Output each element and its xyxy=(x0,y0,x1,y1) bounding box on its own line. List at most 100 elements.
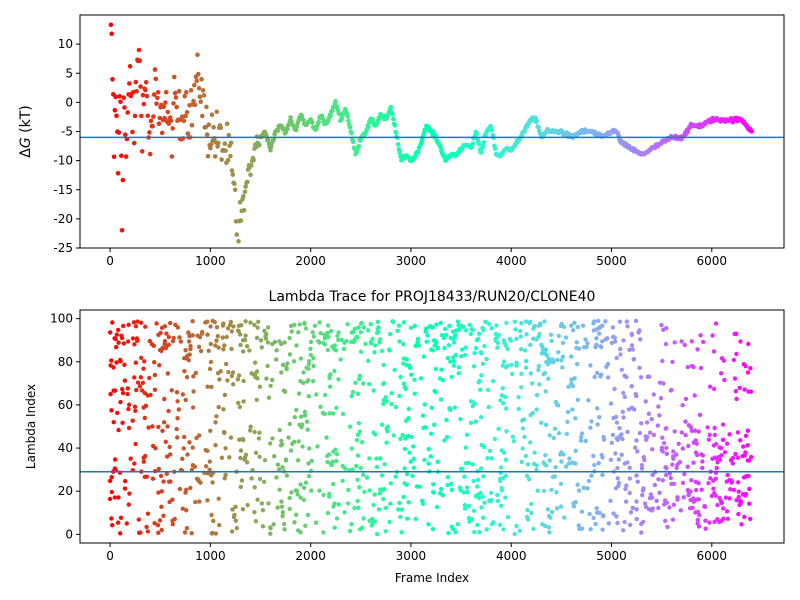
lambda-point xyxy=(479,351,484,356)
lambda-point xyxy=(301,497,306,502)
lambda-point xyxy=(368,322,373,327)
lambda-point xyxy=(120,420,125,425)
lambda-point xyxy=(450,526,456,532)
lambda-point xyxy=(592,374,597,380)
delta-g-point xyxy=(225,157,231,163)
lambda-point xyxy=(205,332,210,337)
delta-g-point xyxy=(174,104,179,110)
lambda-point xyxy=(211,518,216,524)
lambda-point xyxy=(588,425,593,430)
lambda-point xyxy=(594,336,599,341)
lambda-point xyxy=(270,377,275,383)
lambda-point xyxy=(613,414,619,420)
lambda-point xyxy=(523,365,529,370)
lambda-point xyxy=(546,356,551,361)
lambda-point xyxy=(357,485,362,490)
lambda-point xyxy=(252,322,257,328)
lambda-point xyxy=(727,432,732,437)
lambda-point xyxy=(241,399,246,404)
lambda-point xyxy=(700,459,705,464)
y-tick-label: -5 xyxy=(61,125,73,139)
lambda-point xyxy=(729,478,734,483)
lambda-point xyxy=(452,340,457,345)
y-tick-label: 40 xyxy=(58,441,73,455)
lambda-point xyxy=(480,361,486,366)
lambda-point xyxy=(505,363,510,369)
lambda-point xyxy=(352,505,357,511)
lambda-point xyxy=(169,388,174,393)
lambda-point xyxy=(571,328,576,333)
delta-g-point xyxy=(125,110,130,115)
lambda-point xyxy=(132,342,137,347)
lambda-point xyxy=(466,460,471,465)
delta-g-point xyxy=(188,88,194,93)
lambda-point xyxy=(656,404,661,409)
lambda-point xyxy=(595,406,600,411)
delta-g-point xyxy=(212,154,218,159)
lambda-point xyxy=(748,389,754,394)
lambda-point xyxy=(542,319,547,324)
lambda-point xyxy=(374,464,380,470)
lambda-point xyxy=(227,455,232,460)
lambda-point xyxy=(495,492,500,498)
lambda-point xyxy=(228,319,234,325)
lambda-point xyxy=(121,323,126,329)
lambda-point xyxy=(739,522,744,527)
lambda-point xyxy=(577,346,582,351)
lambda-point xyxy=(163,439,168,444)
lambda-point xyxy=(458,354,464,359)
lambda-point xyxy=(141,459,146,464)
lambda-point xyxy=(691,364,696,370)
lambda-point xyxy=(368,340,373,345)
lambda-point xyxy=(298,482,303,487)
delta-g-point xyxy=(182,93,187,99)
lambda-point xyxy=(361,325,367,330)
lambda-point xyxy=(518,334,523,339)
lambda-point xyxy=(468,420,474,425)
lambda-point xyxy=(619,452,624,457)
lambda-point xyxy=(112,457,118,462)
lambda-point xyxy=(305,427,310,432)
lambda-point xyxy=(214,414,219,419)
lambda-point xyxy=(289,329,294,334)
lambda-point xyxy=(130,336,136,341)
lambda-point xyxy=(415,336,421,341)
lambda-point xyxy=(302,409,308,415)
lambda-point xyxy=(118,531,123,536)
lambda-point xyxy=(686,492,691,498)
lambda-point xyxy=(193,370,198,376)
lambda-point xyxy=(287,352,293,357)
delta-g-point xyxy=(171,101,176,106)
lambda-point xyxy=(116,327,121,333)
lambda-point xyxy=(334,458,339,464)
lambda-point xyxy=(671,456,676,461)
lambda-point xyxy=(536,363,542,369)
lambda-point xyxy=(694,487,699,493)
delta-g-point xyxy=(192,82,197,88)
lambda-point xyxy=(257,430,262,435)
lambda-point xyxy=(721,506,726,511)
y-tick-label: 0 xyxy=(65,527,73,541)
lambda-point xyxy=(525,517,531,522)
lambda-point xyxy=(298,530,303,535)
lambda-point xyxy=(573,448,578,453)
lambda-point xyxy=(233,504,238,509)
lambda-point xyxy=(389,391,394,396)
lambda-point xyxy=(473,346,479,351)
lambda-point xyxy=(441,335,447,341)
lambda-point xyxy=(156,424,161,430)
lambda-point xyxy=(742,514,747,520)
lambda-point xyxy=(332,525,337,530)
lambda-point xyxy=(223,446,228,451)
lambda-point xyxy=(390,319,396,325)
lambda-point xyxy=(735,455,741,460)
lambda-point xyxy=(175,416,180,421)
delta-g-point xyxy=(184,89,189,95)
lambda-point xyxy=(700,465,705,471)
lambda-point xyxy=(478,415,484,420)
lambda-point xyxy=(259,501,265,506)
lambda-point xyxy=(355,391,361,396)
lambda-point xyxy=(294,343,299,348)
lambda-point xyxy=(126,406,131,412)
lambda-point xyxy=(435,345,440,351)
